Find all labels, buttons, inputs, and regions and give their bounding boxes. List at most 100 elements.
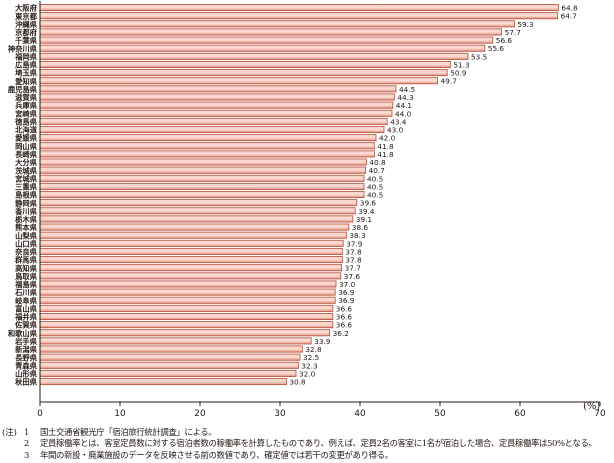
category-label: 大分県 bbox=[15, 158, 38, 167]
value-label: 44.5 bbox=[399, 85, 415, 94]
category-label: 兵庫県 bbox=[15, 101, 38, 110]
bar bbox=[39, 247, 343, 255]
bar bbox=[39, 199, 358, 207]
category-label: 東京都 bbox=[15, 12, 38, 21]
bar bbox=[39, 52, 469, 60]
bar bbox=[39, 85, 397, 93]
bar bbox=[39, 313, 334, 321]
category-label: 鳥取県 bbox=[15, 272, 38, 281]
footnote-2: 2 定員稼働率とは、客室定員数に対する宿泊者数の稼働率を計算したものであり、例え… bbox=[2, 438, 614, 449]
value-label: 30.8 bbox=[289, 378, 306, 387]
value-label: 37.8 bbox=[345, 256, 362, 265]
x-tick-label: 60 bbox=[514, 409, 526, 419]
bar bbox=[39, 191, 365, 199]
value-label: 55.6 bbox=[488, 44, 505, 53]
category-label: 島根県 bbox=[15, 191, 38, 200]
bar bbox=[39, 158, 367, 166]
bar bbox=[39, 231, 347, 239]
value-label: 57.7 bbox=[505, 28, 522, 37]
category-label: 奈良県 bbox=[14, 248, 38, 257]
category-label: 神奈川県 bbox=[7, 44, 38, 53]
bar bbox=[39, 207, 356, 215]
category-label: 福岡県 bbox=[14, 52, 38, 61]
bar bbox=[39, 4, 559, 12]
bar bbox=[39, 126, 385, 134]
category-label: 徳島県 bbox=[14, 117, 38, 126]
value-label: 40.7 bbox=[369, 166, 386, 175]
axis-layer: 0 10 20 30 40 50 60 70 bbox=[37, 1, 606, 419]
category-label: 滋賀県 bbox=[14, 93, 38, 102]
value-label: 40.5 bbox=[367, 174, 383, 183]
value-label: 40.8 bbox=[369, 158, 386, 167]
bar bbox=[39, 142, 375, 150]
value-label: 36.6 bbox=[336, 313, 353, 322]
bar bbox=[39, 12, 558, 20]
value-label: 43.0 bbox=[387, 126, 404, 135]
bars-layer: 大阪府 64.8 東京都 64.7 沖縄県 59.3 京都府 57.7 千葉県 56.6 神奈川県 5… bbox=[7, 4, 578, 387]
x-tick-label: 30 bbox=[274, 409, 286, 419]
value-label: 41.8 bbox=[377, 142, 394, 151]
value-label: 32.8 bbox=[305, 345, 322, 354]
footnotes: (注) 1 国土交通省観光庁「宿泊旅行統計調査」による。 2 定員稼働率とは、客… bbox=[2, 427, 614, 461]
category-label: 長野県 bbox=[15, 353, 38, 362]
bar bbox=[39, 28, 503, 36]
bar bbox=[39, 20, 515, 28]
value-label: 33.9 bbox=[314, 337, 331, 346]
bar bbox=[39, 215, 354, 223]
bar bbox=[39, 378, 287, 386]
category-label: 和歌山県 bbox=[8, 329, 38, 338]
category-label: 宮崎県 bbox=[15, 109, 38, 118]
bar bbox=[39, 174, 365, 182]
value-label: 43.4 bbox=[390, 117, 407, 126]
value-label: 36.6 bbox=[336, 304, 353, 313]
value-label: 50.9 bbox=[450, 69, 467, 78]
value-label: 38.3 bbox=[349, 231, 366, 240]
value-label: 38.6 bbox=[352, 223, 369, 232]
value-label: 40.5 bbox=[367, 191, 383, 200]
category-label: 福井県 bbox=[14, 313, 38, 322]
bar bbox=[39, 44, 486, 52]
bar bbox=[39, 369, 297, 377]
bar bbox=[39, 109, 393, 117]
category-label: 愛媛県 bbox=[15, 134, 38, 143]
bar bbox=[39, 296, 336, 304]
value-label: 41.8 bbox=[377, 150, 394, 159]
value-label: 39.6 bbox=[360, 199, 377, 208]
unit-label: (%) bbox=[583, 401, 600, 412]
category-label: 埼玉県 bbox=[15, 69, 38, 78]
bar bbox=[39, 101, 394, 109]
value-label: 37.7 bbox=[345, 264, 362, 273]
value-label: 59.3 bbox=[517, 20, 534, 29]
footnote-prefix: (注) bbox=[2, 427, 17, 437]
value-label: 36.6 bbox=[336, 321, 353, 330]
x-tick-label: 0 bbox=[37, 409, 43, 419]
bar bbox=[39, 182, 365, 190]
footnote-number: 2 bbox=[24, 438, 30, 449]
bar bbox=[39, 304, 334, 312]
footnote-text: 定員稼働率とは、客室定員数に対する宿泊者数の稼働率を計算したものであり、例えば、… bbox=[40, 438, 597, 449]
value-label: 49.7 bbox=[441, 77, 458, 86]
bar bbox=[39, 329, 331, 337]
bar bbox=[39, 69, 448, 77]
bar bbox=[39, 239, 344, 247]
category-label: 富山県 bbox=[15, 304, 38, 313]
x-tick-label: 70 bbox=[594, 409, 606, 419]
value-label: 64.8 bbox=[561, 4, 578, 13]
category-label: 香川県 bbox=[14, 207, 38, 216]
category-label: 大阪府 bbox=[15, 4, 38, 13]
footnote-text: 年間の新設・廃業施設のデータを反映させる前の数値であり、確定値では若干の変更があ… bbox=[40, 449, 393, 460]
footnote-number: 1 bbox=[24, 427, 30, 437]
value-label: 56.6 bbox=[496, 36, 513, 45]
x-tick-label: 20 bbox=[194, 409, 206, 419]
value-label: 32.5 bbox=[303, 353, 319, 362]
occupancy-bar-chart: 大阪府 64.8 東京都 64.7 沖縄県 59.3 京都府 57.7 千葉県 56.6 神奈川県 5… bbox=[7, 1, 606, 419]
value-label: 64.7 bbox=[561, 12, 578, 21]
value-label: 32.3 bbox=[301, 361, 318, 370]
category-label: 長崎県 bbox=[15, 150, 38, 159]
x-tick-label: 10 bbox=[114, 409, 126, 419]
bar bbox=[39, 150, 375, 158]
bar bbox=[39, 166, 367, 174]
category-label: 山形県 bbox=[15, 370, 38, 379]
category-label: 岡山県 bbox=[15, 142, 38, 151]
category-label: 沖縄県 bbox=[15, 20, 38, 29]
